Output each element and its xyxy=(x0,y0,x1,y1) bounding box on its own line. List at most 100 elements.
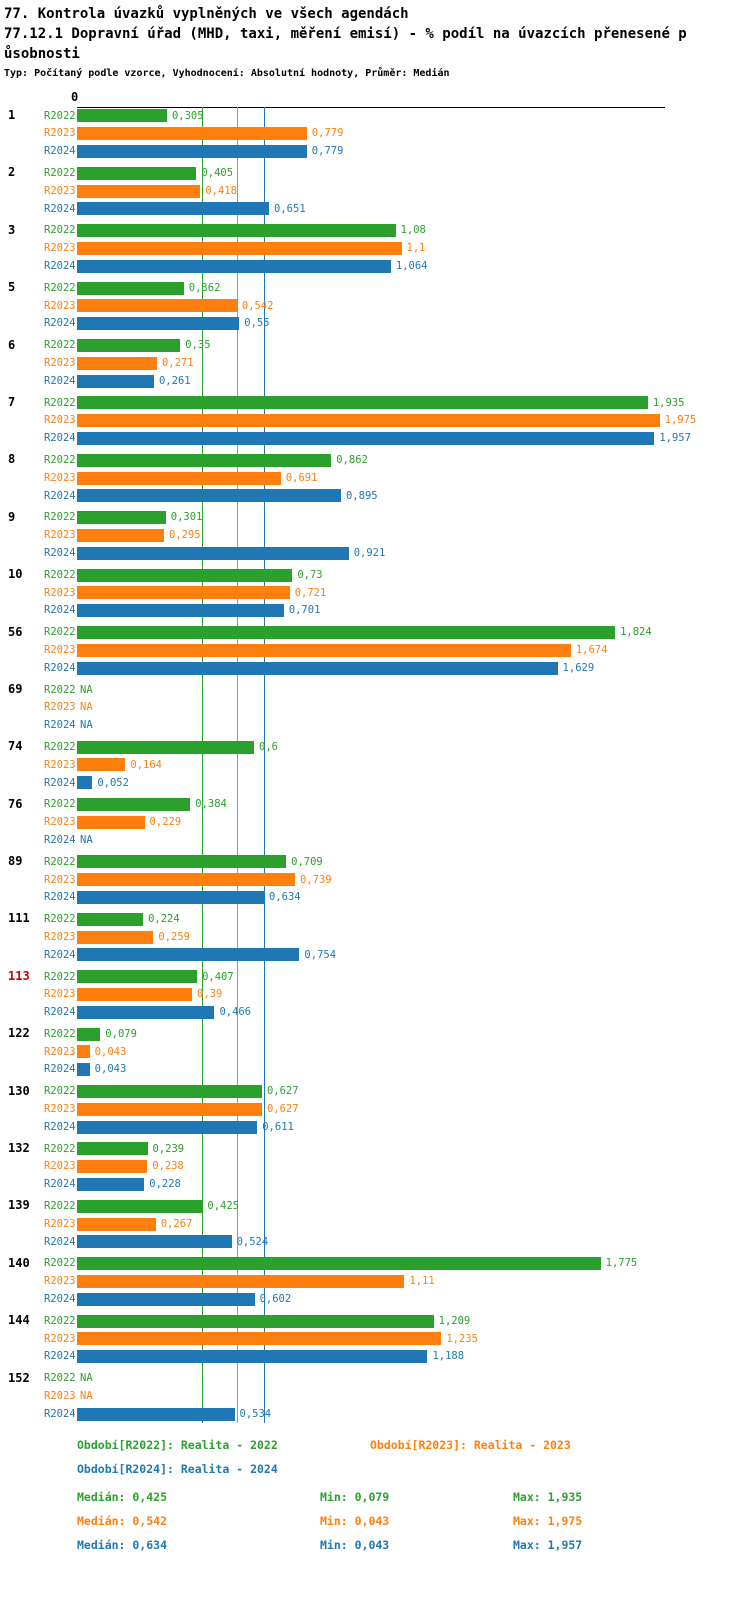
bar-row: R2023 0,164 xyxy=(44,756,750,774)
chart-subtitle-line2: ůsobnosti xyxy=(4,46,80,62)
stat-max-r2024: Max: 1,957 xyxy=(513,1537,583,1552)
bar-r2023 xyxy=(77,758,126,772)
bar-plot-area: 0,779 xyxy=(77,143,750,161)
bar-plot-area: 0,362 xyxy=(77,279,750,297)
bar-plot-area: 0,35 xyxy=(77,337,750,355)
chart-subtitle-line1: 77.12.1 Dopravní úřad (MHD, taxi, měření… xyxy=(4,26,687,42)
series-year-label: R2023 xyxy=(44,643,76,656)
series-year-label: R2022 xyxy=(44,167,76,180)
bar-r2023 xyxy=(77,1045,90,1059)
bar-row: R2023 0,418 xyxy=(44,182,750,200)
bar-value-label: 0,405 xyxy=(201,167,234,180)
group-id-label: 74 xyxy=(8,739,23,754)
group-id-label: 140 xyxy=(8,1255,30,1270)
legend-item-r2024: Období[R2024]: Realita - 2024 xyxy=(77,1461,278,1476)
bar-value-label: 0,39 xyxy=(197,988,223,1001)
chart-group: 113 R2022 0,407 R2023 0,39 R2024 0,466 xyxy=(8,968,750,1021)
bar-plot-area: 0,524 xyxy=(77,1233,750,1251)
bar-plot-area: 0,634 xyxy=(77,889,750,907)
chart-group: 144 R2022 1,209 R2023 1,235 R2024 1,188 xyxy=(8,1312,750,1365)
series-year-label: R2024 xyxy=(44,661,76,674)
bar-value-label: 0,224 xyxy=(148,913,180,926)
group-rows: R2022 NA R2023 NA R2024 NA xyxy=(44,681,750,734)
series-year-label: R2023 xyxy=(44,299,76,312)
group-id-label: 7 xyxy=(8,394,16,409)
report-page: 77. Kontrola úvazků vyplněných ve všech … xyxy=(4,6,750,1557)
group-id-label: 76 xyxy=(8,796,23,811)
bar-value-label: 0,542 xyxy=(241,299,274,312)
bar-r2024 xyxy=(77,489,342,503)
median-line-r2024 xyxy=(264,107,266,1423)
bar-plot-area: 0,384 xyxy=(77,796,750,814)
series-year-label: R2024 xyxy=(44,1063,76,1076)
bar-row: R2024 0,228 xyxy=(44,1176,750,1194)
bar-plot-area: 0,739 xyxy=(77,871,750,889)
group-rows: R2022 1,08 R2023 1,1 R2024 1,064 xyxy=(44,222,750,275)
bar-value-label: 0,634 xyxy=(269,891,301,904)
bar-value-label: 0,425 xyxy=(207,1200,239,1213)
stat-min-r2022: Min: 0,079 xyxy=(320,1489,390,1504)
bar-r2024 xyxy=(77,144,307,158)
bar-row: R2024 0,524 xyxy=(44,1233,750,1251)
legend-row: Období[R2024]: Realita - 2024 xyxy=(77,1457,750,1481)
bar-value-label: 0,238 xyxy=(152,1160,184,1173)
bar-row: R2023 0,267 xyxy=(44,1215,750,1233)
bar-row: R2022 0,425 xyxy=(44,1197,750,1215)
bar-plot-area: 1,235 xyxy=(77,1330,750,1348)
bar-row: R2023 0,271 xyxy=(44,354,750,372)
bar-plot-area: 0,542 xyxy=(77,297,750,315)
bar-plot-area: 0,721 xyxy=(77,584,750,602)
bar-r2024 xyxy=(77,317,240,331)
bar-value-label: 0,229 xyxy=(149,816,182,829)
series-year-label: R2023 xyxy=(44,701,76,714)
bar-row: R2022 0,407 xyxy=(44,968,750,986)
bar-plot-area: 0,224 xyxy=(77,910,750,928)
bar-value-label: 1,824 xyxy=(620,626,652,639)
bar-plot-area: 0,611 xyxy=(77,1118,750,1136)
chart-group: 130 R2022 0,627 R2023 0,627 R2024 0,611 xyxy=(8,1083,750,1136)
bar-value-label: 1,957 xyxy=(659,432,691,445)
series-year-label: R2022 xyxy=(44,740,76,753)
series-year-label: R2022 xyxy=(44,626,76,639)
legend-item-r2023: Období[R2023]: Realita - 2023 xyxy=(370,1437,571,1452)
bar-row: R2022 0,709 xyxy=(44,853,750,871)
bar-r2024 xyxy=(77,374,154,388)
group-id-label: 152 xyxy=(8,1370,30,1385)
group-id-label: 2 xyxy=(8,165,16,180)
bar-value-label: 0,239 xyxy=(152,1142,185,1155)
bar-plot-area: 0,691 xyxy=(77,469,750,487)
chart-group: 6 R2022 0,35 R2023 0,271 R2024 0,261 xyxy=(8,337,750,390)
bar-row: R2022 NA xyxy=(44,1370,750,1388)
bar-plot-area: 0,55 xyxy=(77,315,750,333)
bar-value-label: 0,407 xyxy=(202,970,234,983)
series-year-label: R2023 xyxy=(44,1275,76,1288)
legend-stats: Medián: 0,425 Min: 0,079 Max: 1,935 Medi… xyxy=(77,1485,750,1557)
bar-row: R2024 0,261 xyxy=(44,372,750,390)
bar-value-label: 0,052 xyxy=(97,776,129,789)
group-id-label: 3 xyxy=(8,222,16,237)
bar-value-label: 0,721 xyxy=(294,586,327,599)
bar-row: R2024 1,188 xyxy=(44,1348,750,1366)
group-rows: R2022 0,239 R2023 0,238 R2024 0,228 xyxy=(44,1140,750,1193)
bar-plot-area: 0,627 xyxy=(77,1100,750,1118)
series-year-label: R2024 xyxy=(44,948,76,961)
bar-row: R2022 0,079 xyxy=(44,1025,750,1043)
bar-row: R2023 1,674 xyxy=(44,641,750,659)
bar-row: R2022 0,862 xyxy=(44,451,750,469)
bar-r2023 xyxy=(77,299,237,313)
bar-row: R2022 0,239 xyxy=(44,1140,750,1158)
bar-plot-area: 0,052 xyxy=(77,774,750,792)
bar-plot-area: NA xyxy=(77,717,750,735)
bar-r2023 xyxy=(77,241,402,255)
group-rows: R2022 0,384 R2023 0,229 R2024 NA xyxy=(44,796,750,849)
series-year-label: R2023 xyxy=(44,1160,76,1173)
series-year-label: R2024 xyxy=(44,776,76,789)
series-year-label: R2022 xyxy=(44,913,76,926)
bar-plot-area: 0,229 xyxy=(77,813,750,831)
bar-value-label: 0,602 xyxy=(259,1293,292,1306)
series-year-label: R2022 xyxy=(44,1085,76,1098)
bar-r2022 xyxy=(77,855,287,869)
chart-meta: Typ: Počítaný podle vzorce, Vyhodnocení:… xyxy=(4,68,450,79)
chart-group: 76 R2022 0,384 R2023 0,229 R2024 NA xyxy=(8,796,750,849)
series-year-label: R2022 xyxy=(44,855,76,868)
